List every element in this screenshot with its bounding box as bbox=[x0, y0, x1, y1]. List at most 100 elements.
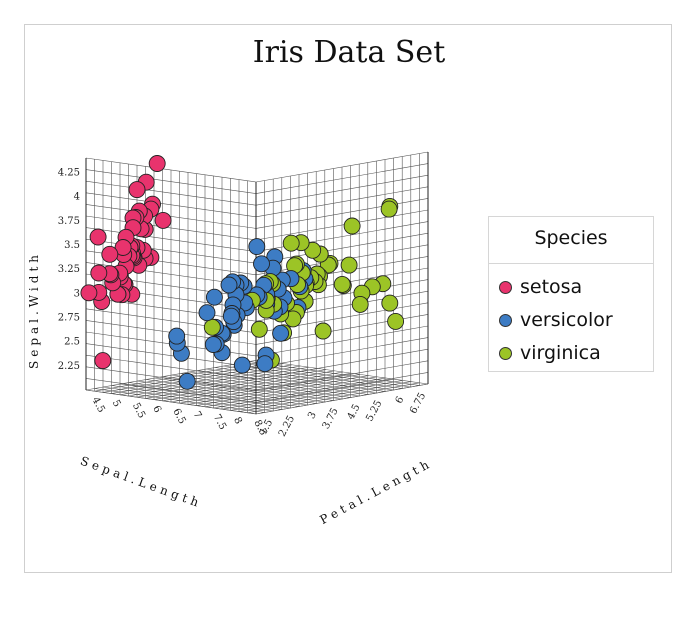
data-point-setosa bbox=[101, 245, 119, 263]
floor-gridline bbox=[255, 383, 429, 415]
left-wall-gridline bbox=[85, 215, 257, 241]
data-point-virginica bbox=[340, 256, 358, 274]
data-point-virginica bbox=[314, 322, 332, 340]
legend: Species setosa versicolor virginica bbox=[488, 216, 654, 372]
y-tick-label: 4.25 bbox=[58, 168, 80, 179]
legend-title: Species bbox=[534, 227, 608, 249]
data-point-virginica bbox=[333, 275, 351, 293]
data-points bbox=[80, 155, 405, 390]
left-wall-gridline bbox=[85, 180, 257, 206]
right-wall-gridline bbox=[255, 198, 429, 229]
z-axis-title: Petal.Length bbox=[318, 456, 435, 527]
floor-gridline bbox=[206, 368, 377, 394]
y-tick-label: 2.25 bbox=[58, 361, 80, 372]
floor-gridline bbox=[213, 377, 386, 409]
floor-gridline bbox=[196, 375, 369, 406]
left-wall-gridline bbox=[85, 157, 257, 183]
data-point-versicolor bbox=[233, 356, 251, 374]
data-point-setosa bbox=[148, 155, 166, 172]
floor-gridline bbox=[171, 374, 343, 400]
x-tick-label: 7 bbox=[191, 410, 204, 421]
data-point-versicolor bbox=[205, 288, 223, 306]
data-point-setosa bbox=[94, 352, 112, 370]
floor-gridline bbox=[180, 373, 351, 398]
left-wall-gridline bbox=[85, 192, 257, 218]
left-wall-gridline bbox=[85, 227, 257, 252]
right-wall-gridline bbox=[255, 244, 429, 276]
data-point-setosa bbox=[90, 264, 108, 282]
floor-gridline bbox=[187, 374, 361, 405]
floor-gridline bbox=[221, 378, 395, 410]
legend-divider bbox=[489, 263, 653, 264]
z-tick-label: 2.25 bbox=[277, 414, 297, 439]
data-point-setosa bbox=[80, 284, 98, 302]
data-point-virginica bbox=[250, 320, 268, 338]
floor-gridline bbox=[179, 372, 352, 404]
x-tick-label: 7.5 bbox=[211, 413, 228, 432]
left-wall-gridline bbox=[85, 169, 257, 194]
data-point-versicolor bbox=[222, 307, 240, 325]
data-point-virginica bbox=[203, 318, 221, 336]
floor-gridline bbox=[257, 359, 429, 385]
floor-gridline bbox=[238, 381, 412, 412]
legend-item-versicolor: versicolor bbox=[499, 306, 613, 334]
y-tick-label: 3.5 bbox=[64, 240, 80, 251]
data-point-virginica bbox=[343, 217, 361, 235]
y-axis-title: Sepal.Width bbox=[27, 251, 41, 369]
data-point-setosa bbox=[154, 211, 172, 229]
z-tick-label: 3.75 bbox=[321, 406, 341, 431]
data-point-virginica bbox=[387, 312, 405, 330]
z-tick-label: 5.25 bbox=[364, 399, 384, 424]
legend-label-virginica: virginica bbox=[520, 342, 601, 364]
data-point-versicolor bbox=[220, 276, 238, 294]
floor-gridline bbox=[189, 371, 360, 397]
left-wall-gridline bbox=[85, 204, 257, 229]
right-wall-gridline bbox=[255, 174, 429, 206]
data-point-virginica bbox=[381, 294, 399, 312]
data-point-versicolor bbox=[198, 304, 216, 322]
legend-swatch-setosa bbox=[499, 280, 512, 294]
data-point-virginica bbox=[351, 295, 369, 313]
floor-gridline bbox=[230, 380, 403, 411]
legend-item-setosa: setosa bbox=[499, 273, 582, 301]
legend-swatch-versicolor bbox=[499, 313, 512, 327]
z-tick-label: 6 bbox=[394, 395, 407, 406]
data-point-setosa bbox=[128, 181, 146, 199]
data-point-versicolor bbox=[248, 238, 266, 256]
y-tick-label: 3 bbox=[74, 288, 80, 299]
x-axis-title: Sepal.Length bbox=[78, 454, 204, 511]
right-wall-gridline bbox=[255, 209, 429, 241]
data-point-virginica bbox=[282, 234, 300, 252]
z-tick-label: 3 bbox=[306, 410, 319, 421]
right-wall-gridline bbox=[255, 232, 429, 264]
x-tick-label: 6 bbox=[150, 404, 163, 415]
x-tick-label: 8 bbox=[231, 415, 244, 426]
floor-gridline bbox=[247, 382, 420, 414]
floor-gridline bbox=[204, 376, 378, 408]
x-tick-label: 6.5 bbox=[170, 407, 187, 426]
x-tick-label: 5 bbox=[110, 398, 123, 409]
data-point-virginica bbox=[380, 200, 398, 218]
z-tick-label: 4.5 bbox=[346, 402, 363, 421]
y-tick-label: 2.5 bbox=[64, 337, 80, 348]
y-tick-label: 3.25 bbox=[58, 264, 80, 275]
y-tick-label: 3.75 bbox=[58, 216, 80, 227]
left-wall-gridline bbox=[85, 238, 257, 264]
right-wall-gridline bbox=[255, 151, 429, 183]
data-point-versicolor bbox=[253, 255, 270, 273]
data-point-versicolor bbox=[204, 336, 222, 353]
floor-gridline bbox=[223, 365, 394, 391]
data-point-setosa bbox=[114, 239, 132, 256]
z-tick-label: 6.75 bbox=[408, 391, 428, 416]
y-tick-label: 4 bbox=[74, 192, 80, 203]
data-point-versicolor bbox=[168, 327, 186, 345]
legend-swatch-virginica bbox=[499, 346, 512, 360]
x-tick-label: 4.5 bbox=[89, 395, 106, 414]
legend-label-versicolor: versicolor bbox=[520, 309, 613, 331]
floor-gridline bbox=[197, 370, 368, 395]
right-wall-gridline bbox=[255, 163, 429, 194]
legend-item-virginica: virginica bbox=[499, 339, 601, 367]
legend-label-setosa: setosa bbox=[520, 276, 583, 298]
right-wall-gridline bbox=[255, 186, 429, 218]
